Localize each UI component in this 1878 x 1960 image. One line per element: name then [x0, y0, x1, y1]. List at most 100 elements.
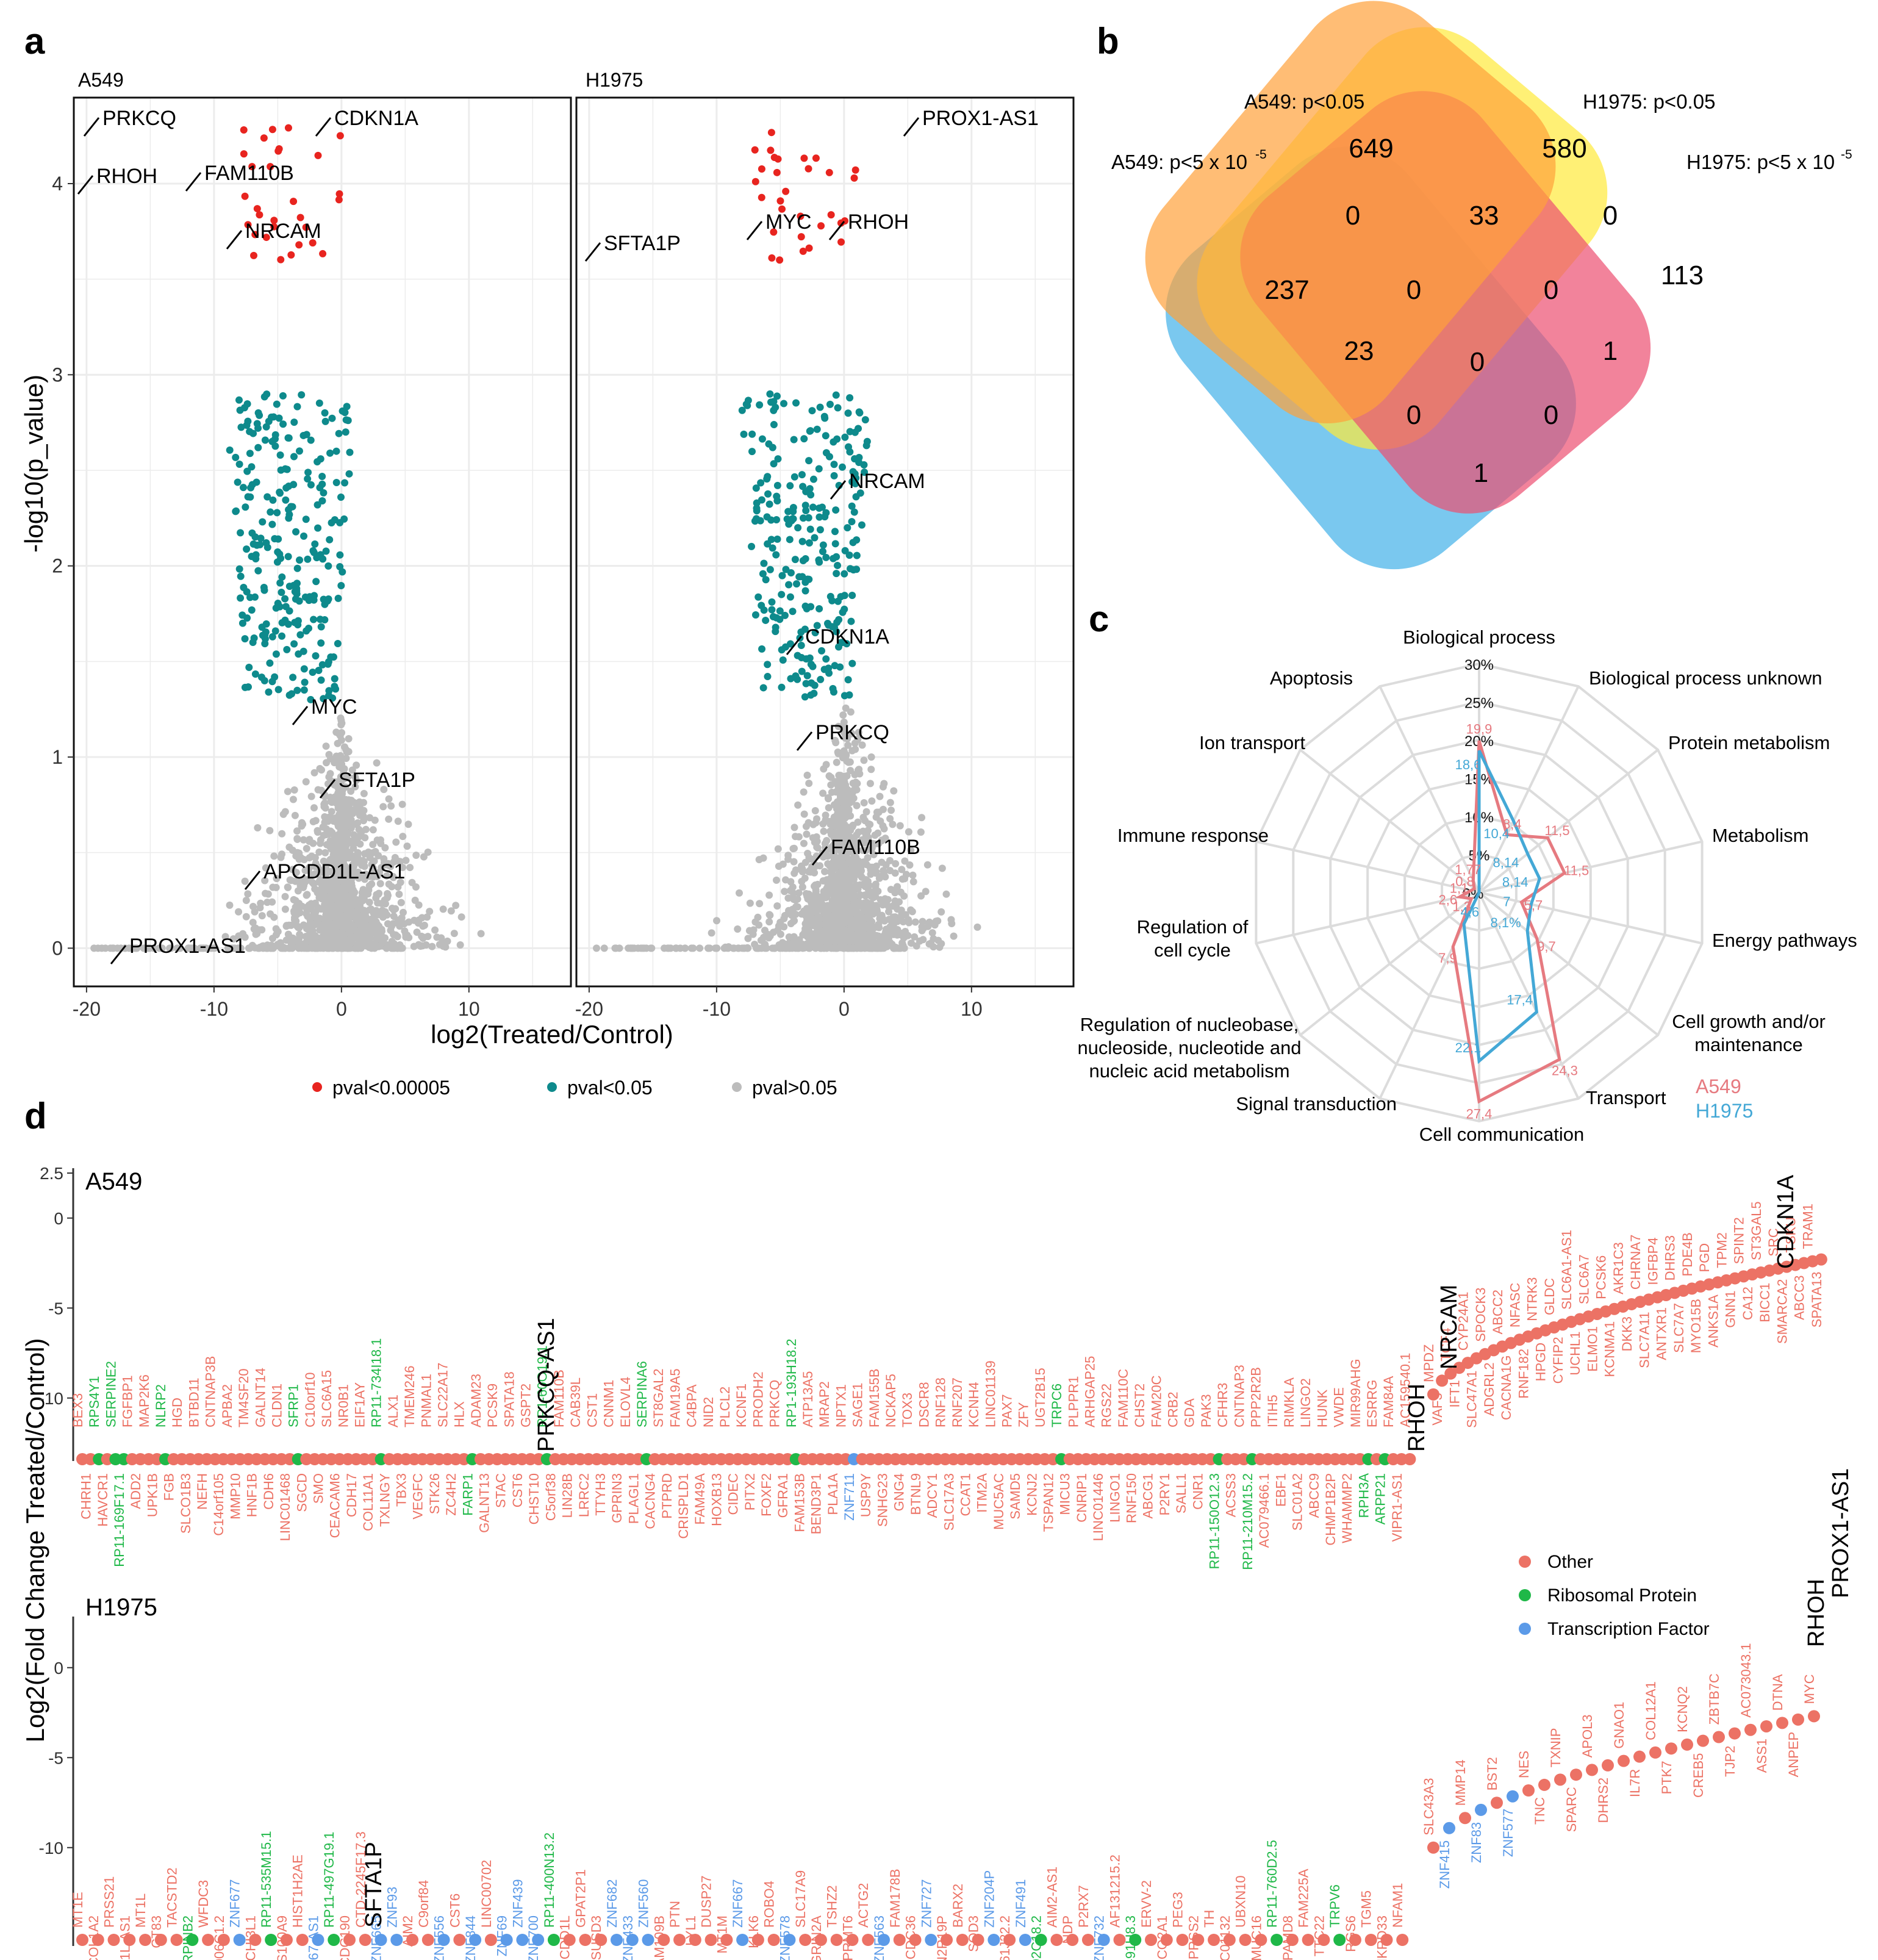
- point-grey: [338, 760, 346, 768]
- legend-label-grey: pval>0.05: [752, 1077, 837, 1099]
- point-grey: [278, 830, 286, 838]
- point-red: [284, 124, 292, 132]
- gene-label: PLPPR1: [1066, 1376, 1081, 1427]
- legend-label-other: Other: [1547, 1552, 1593, 1572]
- gene-label: LINC01139: [983, 1360, 998, 1427]
- point-grey: [331, 759, 339, 767]
- point-grey: [318, 886, 326, 894]
- gene-label: GFRA1: [775, 1473, 790, 1518]
- point-grey: [299, 820, 307, 828]
- point-grey: [803, 920, 811, 928]
- point-teal: [835, 616, 843, 623]
- gene-label: UBXN10: [1233, 1875, 1249, 1928]
- radar-value-h1975: 8,14: [1502, 874, 1529, 889]
- point-teal: [773, 481, 781, 489]
- point-grey: [319, 927, 327, 935]
- point-grey: [90, 944, 98, 952]
- gene-label: MT1L: [133, 1894, 148, 1928]
- gene-label: ZNF491: [1013, 1879, 1028, 1928]
- gene-label: SAMD5: [1008, 1473, 1023, 1520]
- point-teal: [778, 591, 786, 598]
- gene-label: ZNF682: [604, 1879, 620, 1928]
- point-grey: [302, 778, 310, 786]
- point-teal: [300, 665, 308, 673]
- gene-label: GSPT2: [518, 1384, 534, 1427]
- point-teal: [328, 414, 336, 422]
- point-teal: [262, 539, 270, 547]
- point-red: [800, 154, 808, 162]
- point-grey: [842, 882, 850, 890]
- gene-label: APCDD1L-AS1: [117, 1915, 132, 1960]
- gene-label: LYL1: [683, 1915, 698, 1946]
- point-teal: [772, 628, 780, 636]
- point-teal: [292, 528, 300, 536]
- point-grey: [772, 876, 780, 884]
- point-grey: [371, 924, 379, 932]
- point-grey: [800, 907, 808, 915]
- point-teal: [758, 435, 766, 443]
- panel-letter-d: d: [24, 1096, 47, 1136]
- venn-count: 0: [1346, 201, 1360, 231]
- point-teal: [804, 575, 812, 583]
- radar-axis-label: Signal transduction: [1236, 1093, 1397, 1115]
- point-grey: [457, 913, 465, 921]
- point-teal: [840, 570, 848, 578]
- point-grey: [245, 944, 253, 952]
- point-grey: [938, 864, 946, 872]
- point-teal: [304, 468, 312, 476]
- point-grey: [402, 856, 410, 864]
- strip-a549: 2.50-5-10 BEX3CHRH1RPS4Y1HAVCR1SERPINE2RP…: [39, 1164, 1827, 1570]
- point-grey: [891, 944, 898, 952]
- point-grey: [730, 944, 738, 952]
- point-teal: [272, 604, 280, 612]
- point-teal: [819, 541, 827, 549]
- gene-label: ROBO4: [762, 1881, 777, 1928]
- gene-label: USP9Y: [858, 1473, 873, 1517]
- point-grey: [843, 786, 851, 794]
- point-grey: [780, 914, 788, 922]
- gene-label: WHAMMP2: [1339, 1473, 1355, 1543]
- point-teal: [770, 406, 778, 414]
- point-teal: [279, 392, 287, 400]
- point-teal: [311, 540, 319, 548]
- x-tick-label: -10: [200, 998, 228, 1020]
- gene-label: TMEM246: [402, 1366, 417, 1427]
- gene-label: TTC22: [1311, 1915, 1327, 1956]
- point-grey: [303, 844, 310, 852]
- point-grey: [807, 906, 815, 914]
- point-grey: [901, 875, 909, 883]
- point-grey: [323, 932, 331, 939]
- point-grey: [377, 839, 385, 847]
- gene-point: [1538, 1778, 1550, 1791]
- radar-axis-label-line: Cell growth and/or: [1672, 1011, 1826, 1032]
- highlight-label: CDKN1A: [1773, 1174, 1799, 1269]
- point-grey: [909, 871, 917, 879]
- point-teal: [314, 524, 322, 532]
- gene-label: P2RX7: [1076, 1885, 1091, 1928]
- gene-label: CNNM1: [601, 1380, 617, 1427]
- gene-label: SFTA1P: [339, 769, 415, 792]
- point-grey: [872, 880, 880, 888]
- point-grey: [303, 891, 311, 899]
- point-teal: [274, 535, 282, 543]
- radar-axis-label: Regulation of cell cycle: [1137, 916, 1249, 961]
- point-teal: [320, 489, 328, 497]
- gene-label: CST6: [447, 1894, 462, 1928]
- point-red: [770, 154, 778, 162]
- point-teal: [802, 487, 810, 495]
- point-grey: [309, 878, 317, 886]
- point-grey: [286, 876, 294, 884]
- point-teal: [767, 398, 775, 406]
- gene-label: TNC: [1532, 1797, 1547, 1825]
- gene-label: TXLNGY: [377, 1473, 392, 1527]
- point-grey: [864, 903, 872, 911]
- point-teal: [274, 548, 282, 556]
- point-teal: [248, 606, 256, 614]
- point-red: [797, 233, 805, 241]
- point-grey: [909, 878, 917, 886]
- point-grey: [339, 839, 346, 847]
- point-grey: [897, 931, 905, 939]
- gene-label: LIN28B: [560, 1473, 575, 1518]
- point-grey: [866, 780, 874, 788]
